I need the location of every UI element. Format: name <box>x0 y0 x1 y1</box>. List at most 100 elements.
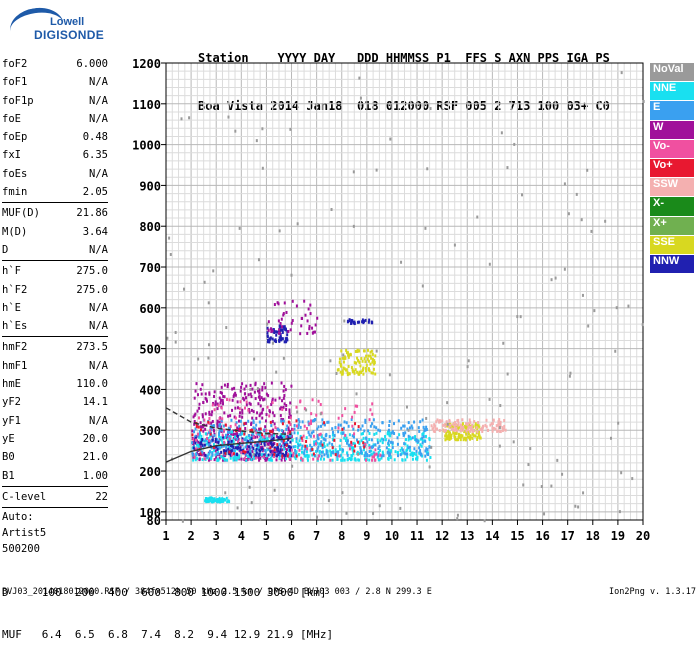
data-point <box>366 357 369 361</box>
x-tick-label: 19 <box>611 529 625 543</box>
data-point <box>202 429 205 433</box>
param-row-fof1: foF1 N/A <box>2 73 108 91</box>
data-point <box>406 444 409 448</box>
data-point <box>428 437 431 441</box>
data-point <box>563 182 566 186</box>
data-point <box>248 410 251 414</box>
data-point <box>213 408 216 412</box>
data-point <box>281 452 284 456</box>
data-point <box>191 429 194 433</box>
data-point <box>273 303 276 307</box>
data-point <box>243 432 246 436</box>
logo-lowell: Lowell <box>50 16 85 28</box>
data-point <box>374 443 377 447</box>
data-point <box>210 446 213 450</box>
data-point <box>336 457 339 461</box>
data-point <box>230 439 233 443</box>
data-point <box>201 450 204 454</box>
data-point <box>267 320 270 324</box>
data-point <box>207 443 210 447</box>
data-point <box>435 420 438 424</box>
data-point <box>378 504 381 508</box>
data-point <box>248 452 251 456</box>
data-point <box>255 139 258 143</box>
data-point <box>469 420 472 424</box>
data-point <box>301 450 304 454</box>
data-point <box>318 449 321 453</box>
param-row-hf2: h`F2 275.0 <box>2 281 108 299</box>
data-point <box>356 404 359 408</box>
data-point <box>425 416 428 420</box>
param-name: hmF2 <box>2 341 28 354</box>
data-point <box>303 454 306 458</box>
data-point <box>253 390 256 394</box>
data-point <box>192 415 195 419</box>
data-point <box>379 453 382 457</box>
data-point <box>316 457 319 461</box>
data-point <box>255 449 258 453</box>
data-point <box>393 431 396 435</box>
data-point <box>470 427 473 431</box>
data-point <box>252 419 255 423</box>
data-point <box>323 453 326 457</box>
data-point <box>404 438 407 442</box>
data-point <box>299 443 302 447</box>
data-point <box>289 416 292 420</box>
data-point <box>469 434 472 438</box>
data-point <box>245 384 248 388</box>
data-point <box>342 366 345 370</box>
data-point <box>255 423 258 427</box>
data-point <box>211 453 214 457</box>
data-point <box>271 397 274 401</box>
data-point <box>363 454 366 458</box>
data-point <box>213 390 216 394</box>
data-point <box>370 371 373 375</box>
data-point <box>424 449 427 453</box>
data-point <box>323 423 326 427</box>
data-point <box>372 511 375 515</box>
data-point <box>323 437 326 441</box>
data-point <box>284 388 287 392</box>
data-point <box>257 402 260 406</box>
data-point <box>365 363 368 367</box>
data-point <box>355 361 358 365</box>
data-point <box>255 454 258 458</box>
data-point <box>404 458 407 462</box>
data-point <box>296 222 299 226</box>
x-tick-label: 20 <box>636 529 650 543</box>
data-point <box>260 411 263 415</box>
legend-item-vominus: Vo- <box>650 139 694 158</box>
data-point <box>259 456 262 460</box>
data-point <box>499 423 502 427</box>
param-row-hes: h`Es N/A <box>2 317 108 335</box>
data-point <box>211 403 214 407</box>
data-point <box>449 423 452 427</box>
data-point <box>353 320 356 324</box>
data-point <box>194 389 197 393</box>
data-point <box>234 129 237 133</box>
data-point <box>273 453 276 457</box>
data-point <box>206 399 209 403</box>
data-point <box>207 301 210 305</box>
data-point <box>336 454 339 458</box>
data-point <box>283 402 286 406</box>
data-point <box>296 442 299 446</box>
data-point <box>281 422 284 426</box>
data-point <box>477 430 480 434</box>
muf-table: D 100 200 400 600 800 1000 1500 3000 [km… <box>2 558 333 656</box>
data-point <box>314 323 317 327</box>
data-point <box>347 364 350 368</box>
data-point <box>399 448 402 452</box>
data-point <box>278 454 281 458</box>
data-point <box>228 445 231 449</box>
data-point <box>340 364 343 368</box>
x-tick-label: 6 <box>288 529 295 543</box>
data-point <box>255 447 258 451</box>
data-point <box>438 420 441 424</box>
data-point <box>348 372 351 376</box>
data-point <box>212 401 215 405</box>
data-point <box>448 422 451 426</box>
data-point <box>368 369 371 373</box>
data-point <box>353 435 356 439</box>
data-point <box>379 448 382 452</box>
